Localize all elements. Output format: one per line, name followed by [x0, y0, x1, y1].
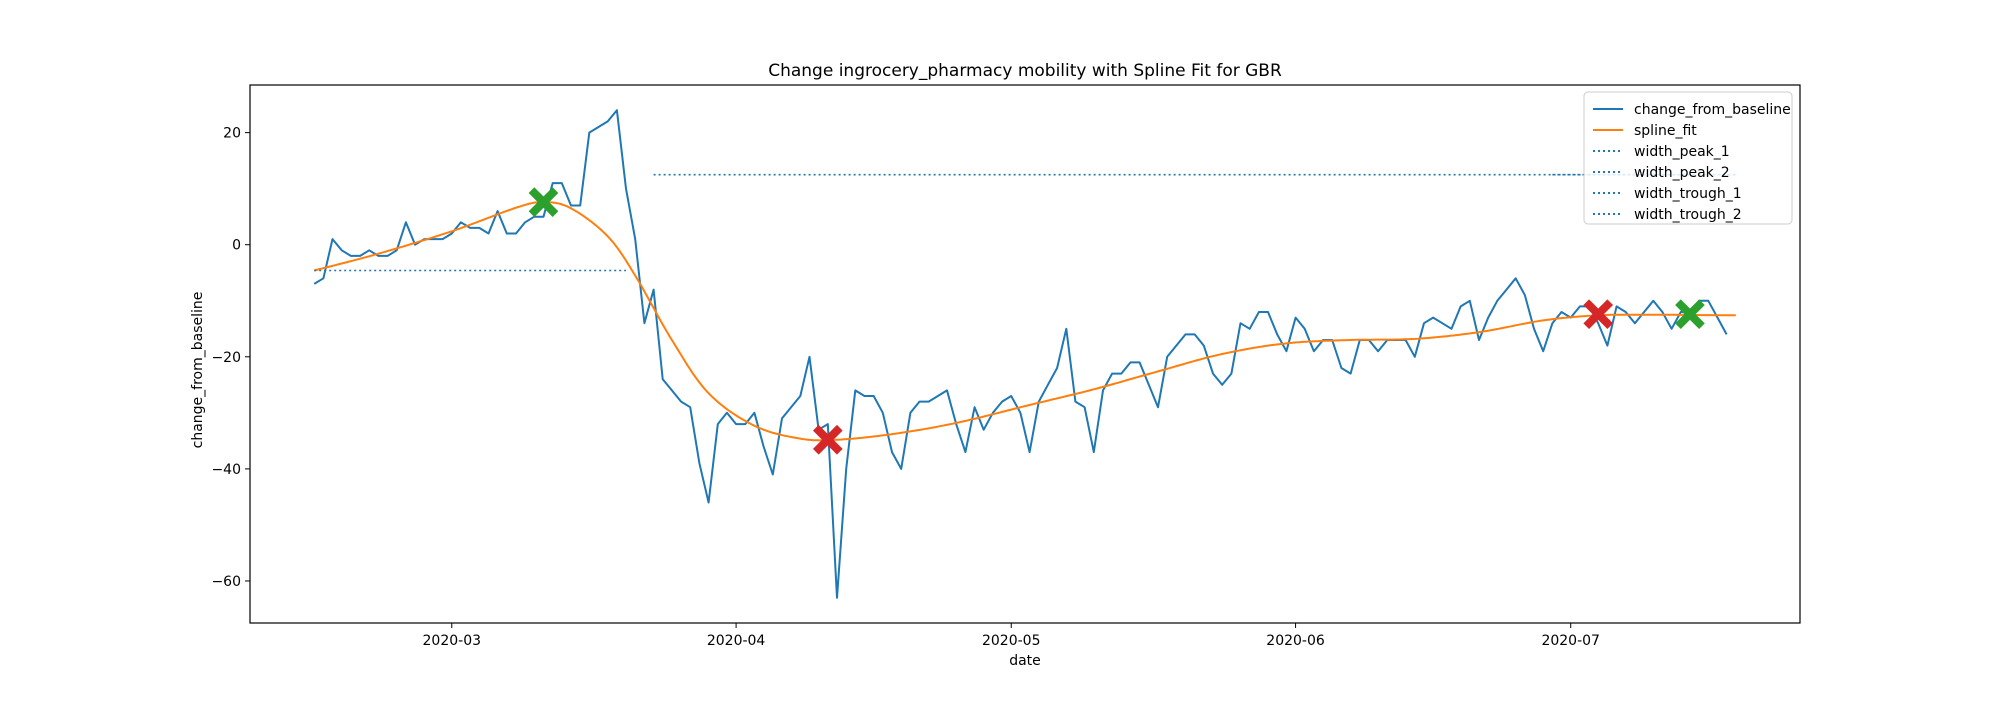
plot-area: 2020-03 2020-04 2020-05 2020-06 2020-07 20 0 −2…: [211, 84, 1801, 649]
legend-entry: width_trough_1: [1634, 186, 1742, 202]
legend-entry: width_trough_2: [1634, 207, 1742, 223]
x-tick-label: 2020-05: [982, 633, 1041, 649]
x-tick-label: 2020-06: [1266, 633, 1325, 649]
series-group: [313, 109, 1736, 599]
y-tick-label: 20: [223, 126, 241, 142]
trough-marker: [812, 424, 843, 455]
peak-marker: [528, 187, 559, 217]
y-axis-label: change_from_baseline: [190, 292, 206, 449]
y-tick-label: 0: [232, 238, 241, 254]
plot-frame: [249, 84, 1801, 624]
legend-entry: spline_fit: [1634, 123, 1697, 139]
trough-marker: [1583, 299, 1614, 330]
legend: change_from_baseline spline_fit width_peak…: [1583, 91, 1793, 225]
peak-marker: [1675, 299, 1705, 330]
y-tick-label: −60: [211, 574, 241, 590]
x-axis-label: date: [1009, 653, 1041, 669]
x-tick-label: 2020-04: [707, 633, 766, 649]
y-tick-label: −40: [211, 462, 241, 478]
legend-entry: width_peak_2: [1634, 165, 1730, 181]
legend-entry: width_peak_1: [1634, 144, 1730, 160]
legend-box: [1583, 91, 1793, 225]
series-change-from-baseline: [313, 109, 1728, 599]
x-tick-label: 2020-03: [423, 633, 482, 649]
series-spline-fit: [313, 201, 1736, 442]
y-tick-label: −20: [211, 350, 241, 366]
x-tick-label: 2020-07: [1541, 633, 1600, 649]
legend-entry: change_from_baseline: [1634, 102, 1791, 118]
chart-title: Change ingrocery_pharmacy mobility with …: [768, 61, 1282, 81]
